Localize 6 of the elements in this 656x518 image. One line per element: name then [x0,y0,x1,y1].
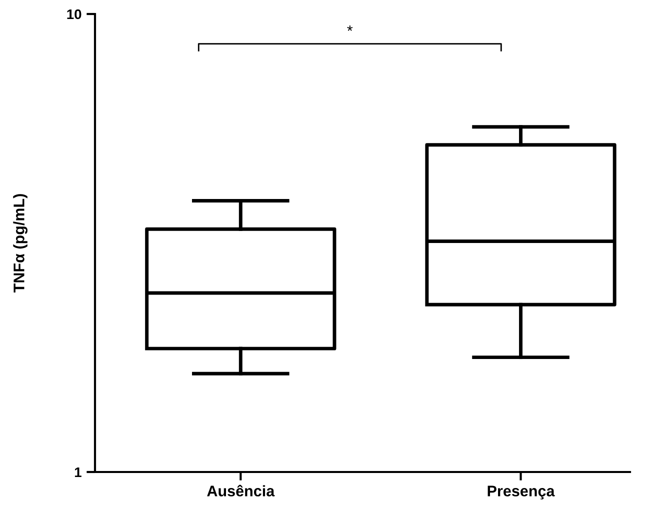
y-axis-title: TNFα (pg/mL) [13,194,28,292]
y-tick-label: 1 [74,467,82,478]
x-tick-label: Presença [488,486,555,500]
x-tick-label: Ausência [207,484,275,496]
y-tick-label: 10 [67,9,82,20]
annotation: * [347,26,353,31]
